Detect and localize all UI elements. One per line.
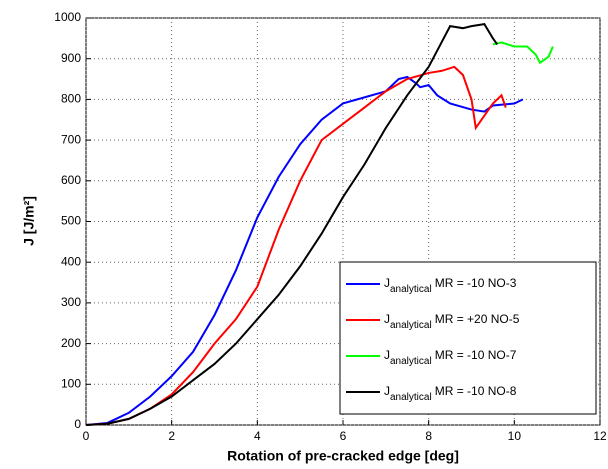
x-tick-label: 2 <box>168 429 175 443</box>
legend-subscript: analytical <box>390 356 432 367</box>
y-tick-label: 300 <box>61 295 81 309</box>
legend-name: MR = +20 NO-5 <box>435 312 520 326</box>
y-tick-label: 500 <box>61 214 81 228</box>
y-tick-label: 800 <box>61 92 81 106</box>
data-line <box>85 75 524 426</box>
legend-subscript: analytical <box>390 284 432 295</box>
legend-subscript: analytical <box>390 320 432 331</box>
y-axis-label: J [J/m²] <box>21 196 37 246</box>
x-tick-label: 12 <box>593 429 607 443</box>
y-tick-label: 100 <box>61 376 81 390</box>
legend-name: MR = -10 NO-3 <box>435 276 517 290</box>
y-tick-label: 200 <box>61 336 81 350</box>
x-tick-label: 0 <box>83 429 90 443</box>
legend-subscript: analytical <box>390 392 432 403</box>
y-tick-label: 0 <box>74 417 81 431</box>
legend-prefix: J <box>384 312 390 326</box>
legend-prefix: J <box>384 348 390 362</box>
y-tick-label: 400 <box>61 254 81 268</box>
x-tick-label: 6 <box>340 429 347 443</box>
data-line <box>85 23 499 426</box>
y-tick-label: 1000 <box>54 10 81 24</box>
legend <box>339 261 597 415</box>
data-line <box>492 41 554 65</box>
legend-name: MR = -10 NO-7 <box>435 348 517 362</box>
x-tick-label: 4 <box>254 429 261 443</box>
data-line <box>85 65 507 426</box>
legend-label: Janalytical MR = -10 NO-3 <box>384 276 517 294</box>
legend-label: Janalytical MR = -10 NO-8 <box>384 384 517 402</box>
y-tick-label: 600 <box>61 173 81 187</box>
legend-label: Janalytical MR = -10 NO-7 <box>384 348 517 366</box>
x-axis-label: Rotation of pre-cracked edge [deg] <box>227 448 459 464</box>
legend-prefix: J <box>384 276 390 290</box>
legend-name: MR = -10 NO-8 <box>435 384 517 398</box>
legend-prefix: J <box>384 384 390 398</box>
x-tick-label: 10 <box>508 429 522 443</box>
legend-label: Janalytical MR = +20 NO-5 <box>384 312 520 330</box>
y-tick-label: 700 <box>61 132 81 146</box>
y-tick-label: 900 <box>61 51 81 65</box>
x-tick-label: 8 <box>425 429 432 443</box>
